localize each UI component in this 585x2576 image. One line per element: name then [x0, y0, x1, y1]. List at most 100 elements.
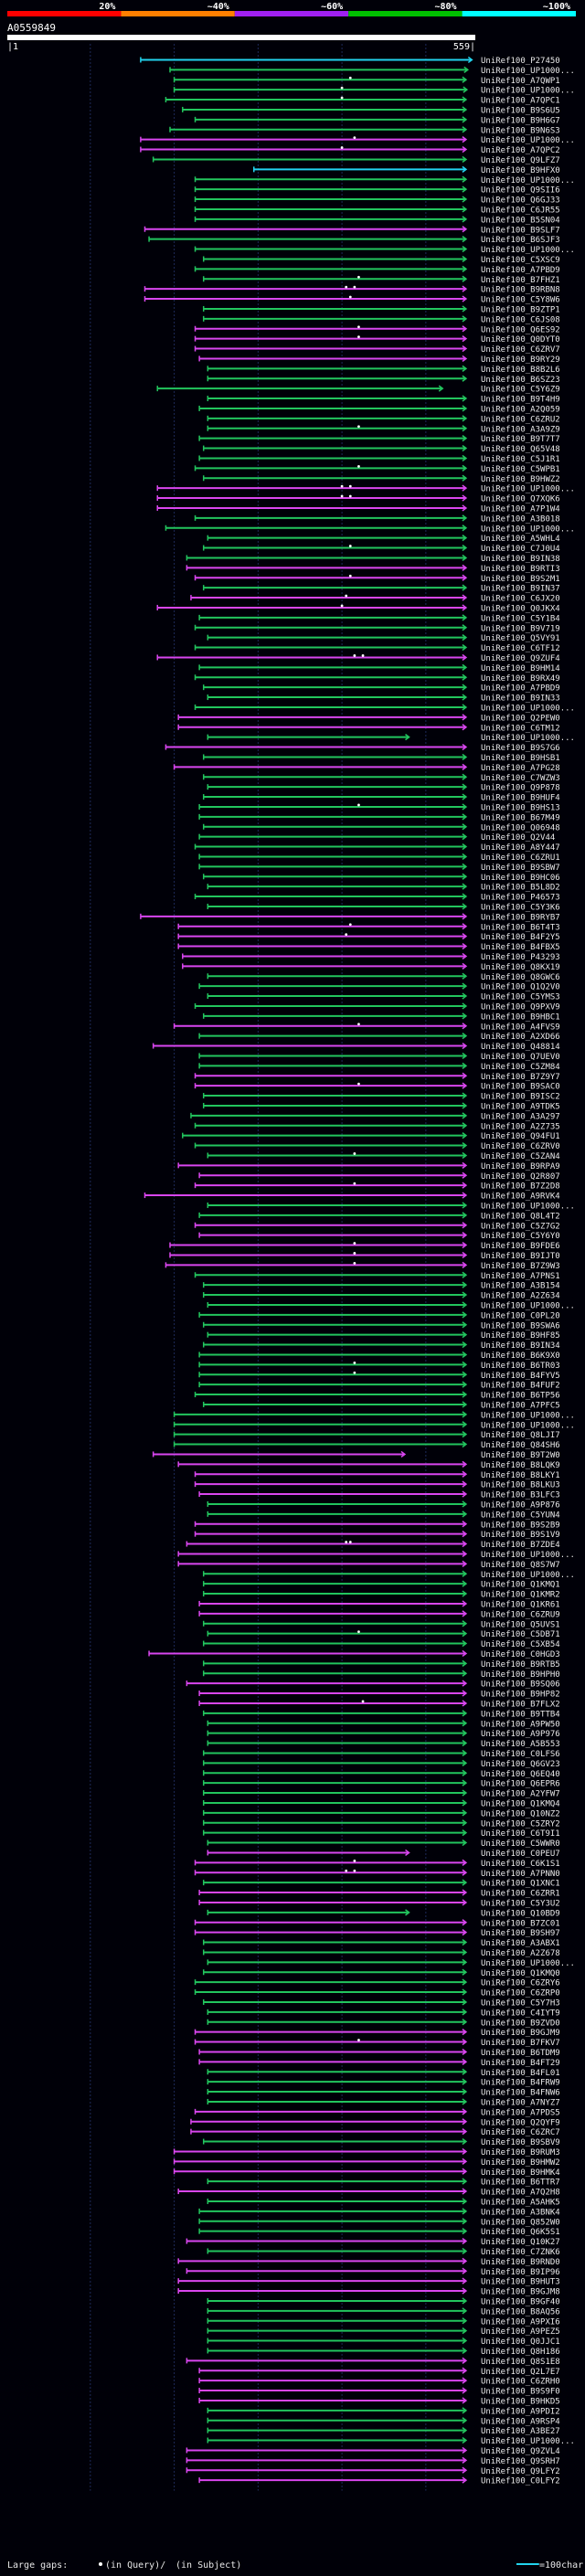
- hit-id-label: UniRef100_C6K1S1: [481, 1860, 560, 1869]
- hit-id-label: UniRef100_Q5VY91: [481, 634, 560, 643]
- hit-id-label: UniRef100_A3B154: [481, 1282, 560, 1291]
- hit-end-arrow: [462, 1421, 468, 1428]
- hit-end-arrow: [462, 2058, 468, 2065]
- hit-row: UniRef100_B9ZTP1: [202, 305, 560, 314]
- identity-color-3: [348, 11, 463, 16]
- hit-id-label: UniRef100_Q8L4T2: [481, 1212, 560, 1221]
- hit-end-arrow: [462, 1919, 468, 1926]
- gap-marker-query: [357, 2039, 360, 2041]
- gap-marker-query: [353, 654, 356, 657]
- hit-end-arrow: [462, 106, 468, 113]
- hit-row: UniRef100_B4FL01: [207, 2068, 560, 2078]
- hit-rows: UniRef100_P27450UniRef100_UP1000...UniRe…: [140, 56, 575, 2486]
- hit-end-arrow: [462, 435, 468, 442]
- hit-row: UniRef100_B9H6G7: [194, 116, 560, 125]
- hit-row: UniRef100_B9RY29: [198, 355, 560, 365]
- hit-end-arrow: [462, 883, 468, 890]
- hit-row: UniRef100_C6JR55: [194, 206, 560, 215]
- hit-id-label: UniRef100_Q0JKX4: [481, 604, 560, 613]
- hit-id-label: UniRef100_UP1000...: [481, 525, 575, 534]
- hit-end-arrow: [462, 216, 468, 223]
- hit-row: UniRef100_Q1KMQ4: [202, 1799, 560, 1808]
- hit-id-label: UniRef100_B6SZ23: [481, 376, 560, 385]
- hit-end-arrow: [462, 1222, 468, 1229]
- hit-row: UniRef100_Q06948: [202, 823, 560, 832]
- hit-id-label: UniRef100_Q9LFY2: [481, 2467, 560, 2476]
- hit-id-label: UniRef100_B7Z9W3: [481, 1262, 560, 1271]
- hit-id-label: UniRef100_B7FKV7: [481, 2039, 560, 2048]
- hit-id-label: UniRef100_B4FRW9: [481, 2079, 560, 2088]
- hit-id-label: UniRef100_B7ZDE4: [481, 1541, 560, 1550]
- identity-color-0: [7, 11, 122, 16]
- hit-id-label: UniRef100_B9V719: [481, 624, 560, 633]
- hit-row: UniRef100_B9HMK4: [173, 2168, 560, 2178]
- hit-row: UniRef100_B9GF40: [207, 2297, 560, 2306]
- hit-id-label: UniRef100_C5XSC9: [481, 256, 560, 265]
- hit-end-arrow: [462, 345, 468, 353]
- hit-end-arrow: [462, 2068, 468, 2075]
- hit-row: UniRef100_B6TTR7: [207, 2178, 560, 2188]
- hit-id-label: UniRef100_B9IN38: [481, 555, 560, 564]
- hit-end-arrow: [462, 425, 468, 432]
- hit-end-arrow: [462, 1251, 468, 1259]
- hit-end-arrow: [462, 454, 468, 462]
- identity-color-4: [462, 11, 576, 16]
- hit-end-arrow: [462, 165, 468, 173]
- hit-id-label: UniRef100_C0PEU7: [481, 1850, 560, 1859]
- hit-row: UniRef100_B4FRW9: [207, 2078, 560, 2088]
- hit-id-label: UniRef100_C5Y8W6: [481, 296, 560, 305]
- hit-id-label: UniRef100_B9GJM8: [481, 2288, 560, 2297]
- hit-row: UniRef100_Q9SRH7: [186, 2456, 560, 2466]
- hit-id-label: UniRef100_Q9ZUF4: [481, 654, 560, 663]
- hit-end-arrow: [462, 1490, 468, 1498]
- hit-row: UniRef100_C6JX20: [190, 594, 560, 604]
- hit-id-label: UniRef100_A5AHK5: [481, 2198, 560, 2207]
- hit-end-arrow: [462, 175, 468, 183]
- hit-end-arrow: [462, 1859, 468, 1866]
- gap-marker-query: [340, 146, 344, 149]
- hit-end-arrow: [462, 1988, 468, 1996]
- hit-end-arrow: [462, 1789, 468, 1797]
- hit-id-label: UniRef100_B9T2W0: [481, 1451, 560, 1460]
- hit-row: UniRef100_C6ZRC7: [190, 2128, 560, 2137]
- hit-row: UniRef100_Q5UVS1: [202, 1620, 560, 1629]
- hit-row: UniRef100_C6ZRV0: [194, 1141, 560, 1151]
- hit-id-label: UniRef100_B9IN34: [481, 1341, 560, 1351]
- hit-end-arrow: [462, 2267, 468, 2274]
- gap-marker-query: [357, 425, 360, 429]
- hit-end-arrow: [462, 2417, 468, 2424]
- hit-id-label: UniRef100_C6ZRP0: [481, 1989, 560, 1998]
- hit-end-arrow: [462, 2218, 468, 2225]
- hit-row: UniRef100_A7PNN0: [194, 1869, 560, 1879]
- hit-row: UniRef100_B9S2B9: [194, 1521, 560, 1530]
- hit-id-label: UniRef100_A7PFC5: [481, 1401, 560, 1410]
- hit-row: UniRef100_B7ZDE4: [186, 1540, 560, 1550]
- hit-id-label: UniRef100_A9PDI2: [481, 2407, 560, 2416]
- hit-id-label: UniRef100_B4FT29: [481, 2059, 560, 2068]
- hit-id-label: UniRef100_C5XB54: [481, 1640, 560, 1649]
- hit-id-label: UniRef100_Q8S7W7: [481, 1561, 560, 1570]
- gap-marker-query: [357, 1630, 360, 1634]
- hit-end-arrow: [462, 2446, 468, 2454]
- gap-marker-query: [353, 1859, 356, 1862]
- hit-row: UniRef100_B7Z2D8: [194, 1182, 560, 1192]
- hit-row: UniRef100_C5Y3U2: [198, 1899, 560, 1908]
- hit-end-arrow: [462, 1630, 468, 1638]
- hit-row: UniRef100_Q1KMQ0: [202, 1968, 560, 1978]
- hit-end-arrow: [462, 2088, 468, 2095]
- hit-end-arrow: [462, 952, 468, 960]
- hit-end-arrow: [462, 155, 468, 164]
- hit-row: UniRef100_Q6K5S1: [198, 2228, 560, 2237]
- hit-id-label: UniRef100_C5YMS3: [481, 993, 560, 1002]
- hit-id-label: UniRef100_Q10K27: [481, 2238, 560, 2247]
- identity-label-0: 20%: [99, 2, 115, 12]
- hit-id-label: UniRef100_B4FUF2: [481, 1382, 560, 1391]
- hit-id-label: UniRef100_C7WZW3: [481, 774, 560, 783]
- gap-marker-query: [357, 803, 360, 807]
- hit-end-arrow: [462, 1002, 468, 1010]
- hit-row: UniRef100_UP1000...: [207, 1301, 575, 1310]
- hit-id-label: UniRef100_UP1000...: [481, 1421, 575, 1430]
- hit-end-arrow: [462, 2009, 468, 2016]
- hit-row: UniRef100_B9HUF4: [202, 793, 560, 803]
- hit-row: UniRef100_B9IN37: [202, 584, 560, 594]
